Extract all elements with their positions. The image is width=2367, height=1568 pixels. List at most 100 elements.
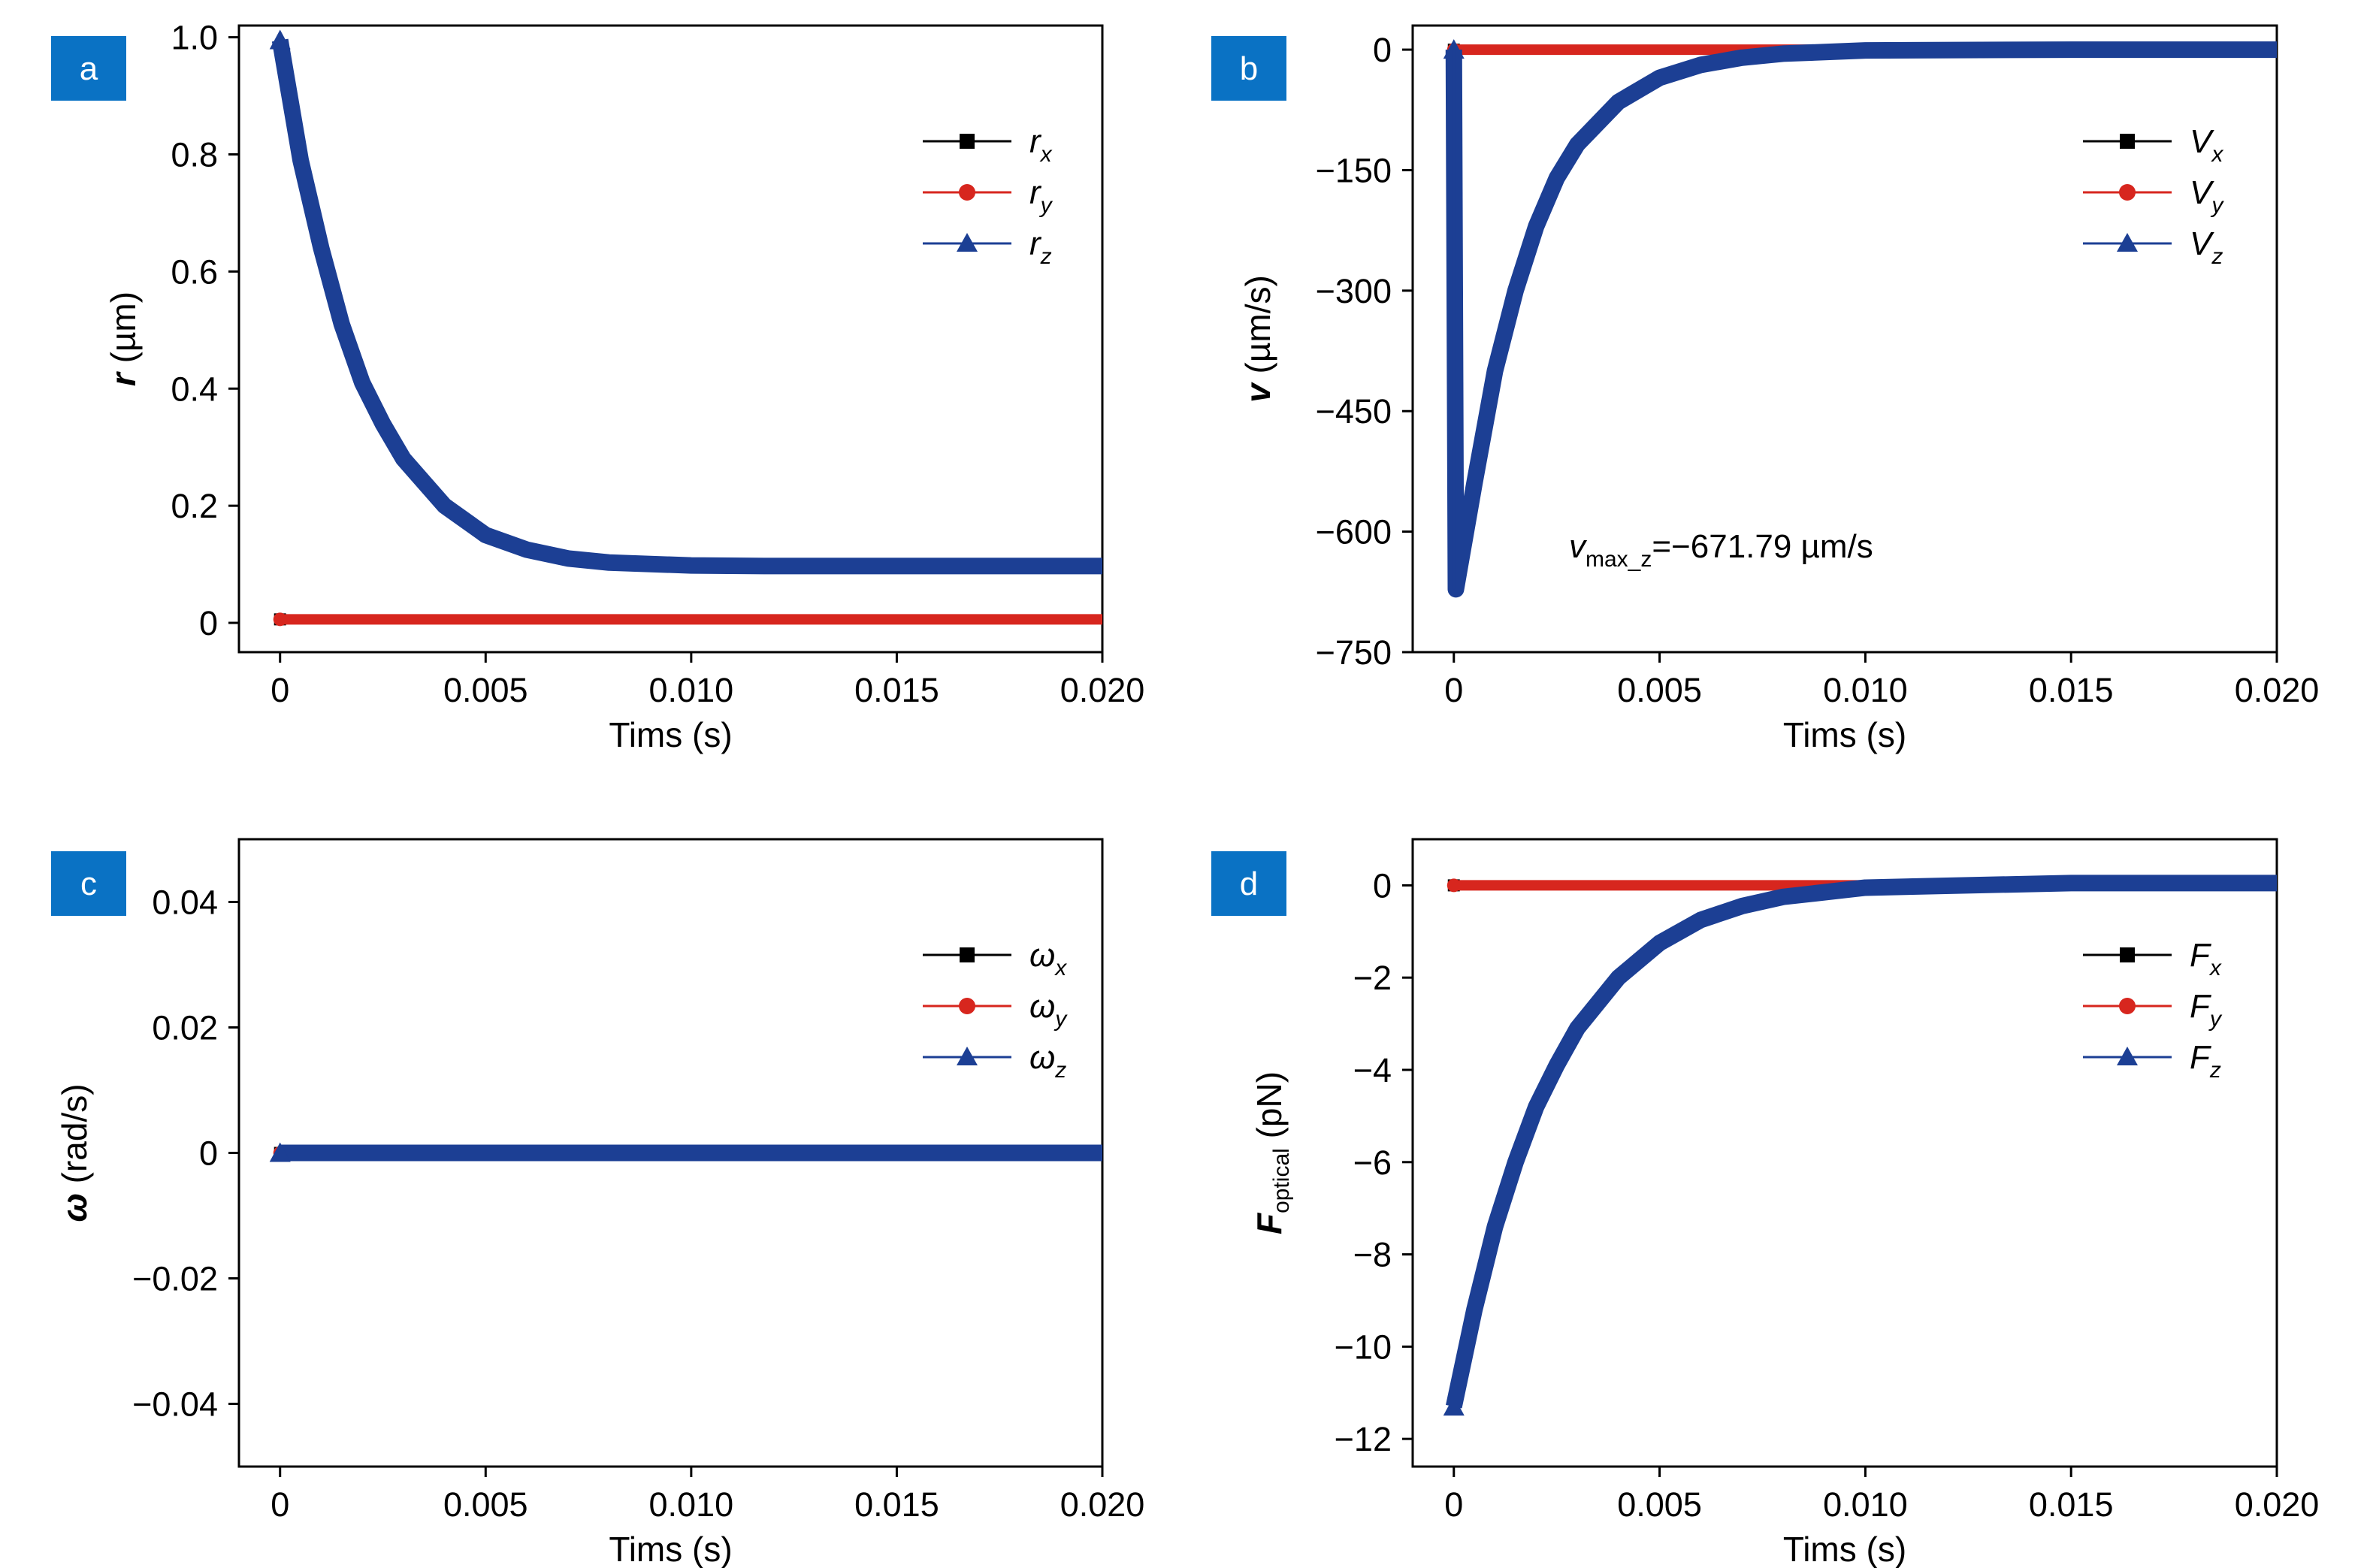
legend-item-Fx: Fx (2083, 937, 2222, 980)
y-tick-label: 0.04 (152, 884, 218, 922)
legend-label: Vz (2190, 225, 2223, 269)
legend-symbol: ω (1029, 988, 1055, 1025)
y-axis-label: Foptical (pN) (1250, 1071, 1294, 1234)
x-tick-label: 0.005 (1617, 1485, 1702, 1524)
y-axis-symbol: r (104, 371, 143, 386)
y-axis-unit: (µm) (104, 292, 143, 373)
legend-symbol: r (1029, 123, 1042, 160)
legend-item-ωy: ωy (923, 988, 1068, 1032)
legend-item-ry: ry (923, 174, 1054, 218)
square-marker-icon (2120, 134, 2135, 149)
legend-symbol: F (2190, 988, 2211, 1025)
annotation-text: =−671.79 µm/s (1652, 528, 1873, 565)
y-tick-label: −8 (1353, 1236, 1392, 1274)
x-tick-label: 0.010 (1823, 671, 1908, 709)
y-tick-label: 0.2 (171, 487, 218, 525)
y-tick-label: −12 (1335, 1420, 1392, 1458)
y-tick-label: 0.02 (152, 1009, 218, 1047)
plot-frame (237, 24, 1104, 654)
x-tick-label: 0.015 (854, 671, 939, 709)
y-tick-label: 0.8 (171, 135, 218, 174)
series-Vz (1443, 39, 2277, 598)
x-tick-label: 0.020 (1060, 1485, 1145, 1524)
legend-symbol: V (2190, 225, 2214, 262)
series-rz (269, 29, 1102, 575)
series-ωz (269, 1142, 1102, 1162)
y-tick-label: −150 (1316, 151, 1392, 189)
panel-badge-bg (51, 851, 126, 916)
legend-label: ωz (1029, 1039, 1066, 1083)
series-line (1446, 875, 2277, 1409)
square-marker-icon (960, 947, 975, 962)
panel-badge: a (51, 36, 126, 101)
y-tick-label: −750 (1316, 633, 1392, 672)
x-tick-label: 0.020 (1060, 671, 1145, 709)
legend-item-Vy: Vy (2083, 174, 2224, 218)
x-tick-label: 0.005 (443, 1485, 528, 1524)
y-tick-label: −0.04 (132, 1385, 218, 1424)
panel-badge-bg (1211, 851, 1286, 916)
legend-item-ωx: ωx (923, 937, 1067, 980)
legend-symbol: F (2190, 937, 2211, 974)
legend-item-Vz: Vz (2083, 225, 2223, 269)
x-tick-label: 0.015 (2029, 671, 2114, 709)
data-area (1443, 39, 2277, 598)
y-tick-label: 0 (199, 1134, 218, 1173)
legend-subscript: x (2208, 956, 2222, 980)
legend-subscript: y (2210, 193, 2224, 218)
plot-frame (1411, 24, 2278, 654)
annotation-var: v (1569, 528, 1588, 565)
data-area (269, 1142, 1102, 1162)
x-tick-label: 0.010 (1823, 1485, 1908, 1524)
panel-d: d 0 0.005 0.010 0.015 0.020 Tims (s) 0 −2 −4 −6 −8 −… (1211, 838, 2319, 1568)
legend-subscript: z (2209, 1058, 2221, 1083)
y-tick-label: −10 (1335, 1328, 1392, 1366)
x-tick-label: 0.005 (1617, 671, 1702, 709)
y-tick-label: 1.0 (171, 19, 218, 57)
y-tick-label: 0.4 (171, 370, 218, 408)
legend-item-Fy: Fy (2083, 988, 2223, 1032)
legend-subscript: x (2210, 142, 2223, 167)
y-tick-label: −450 (1316, 392, 1392, 431)
legend-symbol: V (2190, 123, 2214, 160)
panel-badge-label: c (80, 866, 97, 902)
y-axis-symbol: F (1250, 1212, 1289, 1234)
legend-label: ry (1029, 174, 1054, 218)
legend-symbol: r (1029, 174, 1042, 211)
y-axis-unit: (pN) (1250, 1071, 1289, 1148)
series-Fz (1443, 875, 2277, 1416)
legend-subscript: x (1054, 956, 1067, 980)
data-point-marker (1446, 878, 1461, 893)
y-axis-label: ω (rad/s) (55, 1083, 94, 1222)
y-tick-label: 0.6 (171, 252, 218, 291)
legend-symbol: ω (1029, 1039, 1055, 1076)
legend-subscript: z (1054, 1058, 1066, 1083)
vmax-annotation: vmax_z=−671.79 µm/s (1569, 528, 1873, 572)
legend-label: ωx (1029, 937, 1067, 980)
data-point-marker (273, 612, 287, 627)
circle-marker-icon (2119, 998, 2136, 1014)
legend-symbol: ω (1029, 937, 1055, 974)
y-tick-label: −4 (1353, 1051, 1392, 1089)
data-point-marker (269, 29, 291, 50)
x-tick-label: 0 (271, 671, 289, 709)
x-axis-label: Tims (s) (1783, 715, 1906, 754)
legend-subscript: y (2208, 1007, 2223, 1032)
circle-marker-icon (959, 184, 975, 201)
x-tick-label: 0.015 (854, 1485, 939, 1524)
legend-symbol: F (2190, 1039, 2211, 1076)
y-axis-subscript: optical (1269, 1148, 1294, 1213)
data-point-marker (269, 1142, 291, 1162)
panel-badge-bg (51, 36, 126, 101)
x-tick-label: 0 (1444, 671, 1463, 709)
circle-marker-icon (2119, 184, 2136, 201)
panel-badge: c (51, 851, 126, 916)
panel-b: b 0 0.005 0.010 0.015 0.020 Tims (s) 0 −150 −300 −… (1211, 24, 2319, 754)
legend-label: ωy (1029, 988, 1068, 1032)
x-tick-label: 0.015 (2029, 1485, 2114, 1524)
y-tick-label: 0 (199, 604, 218, 642)
square-marker-icon (960, 134, 975, 149)
y-tick-label: −6 (1353, 1144, 1392, 1182)
